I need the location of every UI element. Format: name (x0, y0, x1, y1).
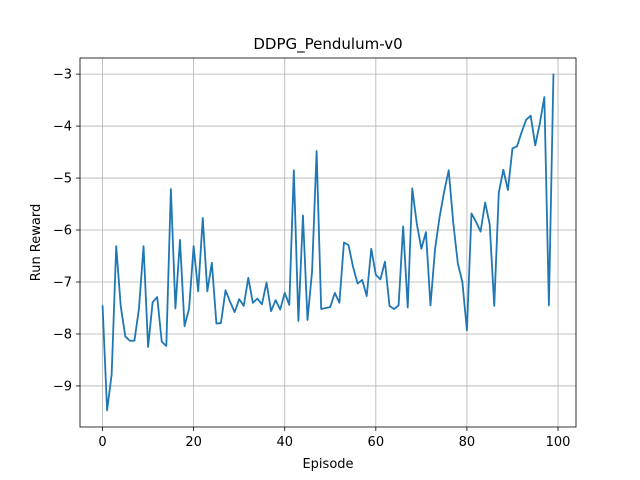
y-tick-label: −3 (53, 68, 72, 83)
grid (80, 58, 576, 427)
series-line (101, 73, 555, 412)
y-tick-label: −9 (53, 379, 72, 394)
x-tick-label: 60 (368, 435, 385, 450)
x-tick-label: 0 (98, 435, 106, 450)
y-tick-label: −8 (53, 327, 72, 342)
x-tick-label: 100 (546, 435, 571, 450)
series-layer (101, 73, 555, 412)
y-tick-label: −6 (53, 224, 72, 239)
y-axis-label: Run Reward (29, 204, 44, 281)
y-tick-label: −5 (53, 172, 72, 187)
y-tick-label: −7 (53, 275, 72, 290)
chart-title: DDPG_Pendulum-v0 (253, 35, 402, 54)
plot-frame (79, 57, 577, 428)
x-tick-label: 40 (276, 435, 293, 450)
x-axis-label: Episode (302, 457, 353, 472)
x-tick-label: 80 (459, 435, 476, 450)
x-tick-label: 20 (185, 435, 202, 450)
x-axis: 0 20 40 60 80 100 (98, 427, 570, 450)
y-axis: −9 −8 −7 −6 −5 −4 −3 (53, 68, 80, 394)
y-tick-label: −4 (53, 120, 72, 135)
